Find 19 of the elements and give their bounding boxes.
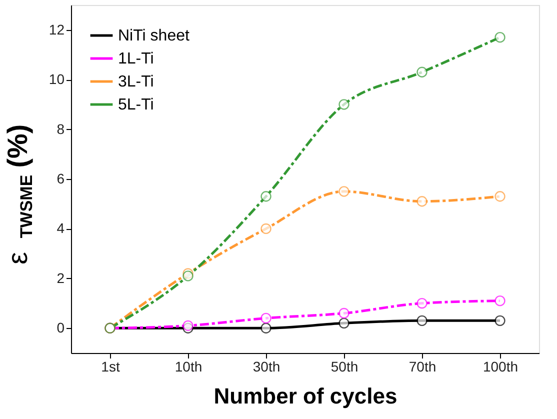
x-axis-title: Number of cycles (214, 384, 398, 408)
y-tick-label: 4 (56, 220, 65, 236)
y-tick-label: 2 (56, 270, 65, 286)
x-tick-label: 30th (252, 358, 280, 374)
legend-label: 1L-Ti (118, 50, 154, 68)
legend-label: NiTi sheet (118, 28, 190, 44)
legend-label: 5L-Ti (118, 96, 154, 114)
legend-label: 3L-Ti (118, 74, 154, 90)
x-tick-label: 10th (174, 358, 202, 374)
y-axis-title: εTWSME (%) (2, 124, 36, 265)
y-tick-label: 10 (48, 71, 65, 88)
x-tick-label: 1st (101, 358, 120, 374)
y-tick-label: 6 (56, 170, 65, 186)
y-tick-label: 0 (56, 320, 65, 336)
x-tick-label: 50th (330, 358, 358, 374)
x-tick-label: 100th (482, 358, 518, 374)
x-tick-label: 70th (408, 358, 436, 374)
y-tick-label: 8 (56, 120, 65, 137)
y-tick-label: 12 (48, 21, 65, 38)
